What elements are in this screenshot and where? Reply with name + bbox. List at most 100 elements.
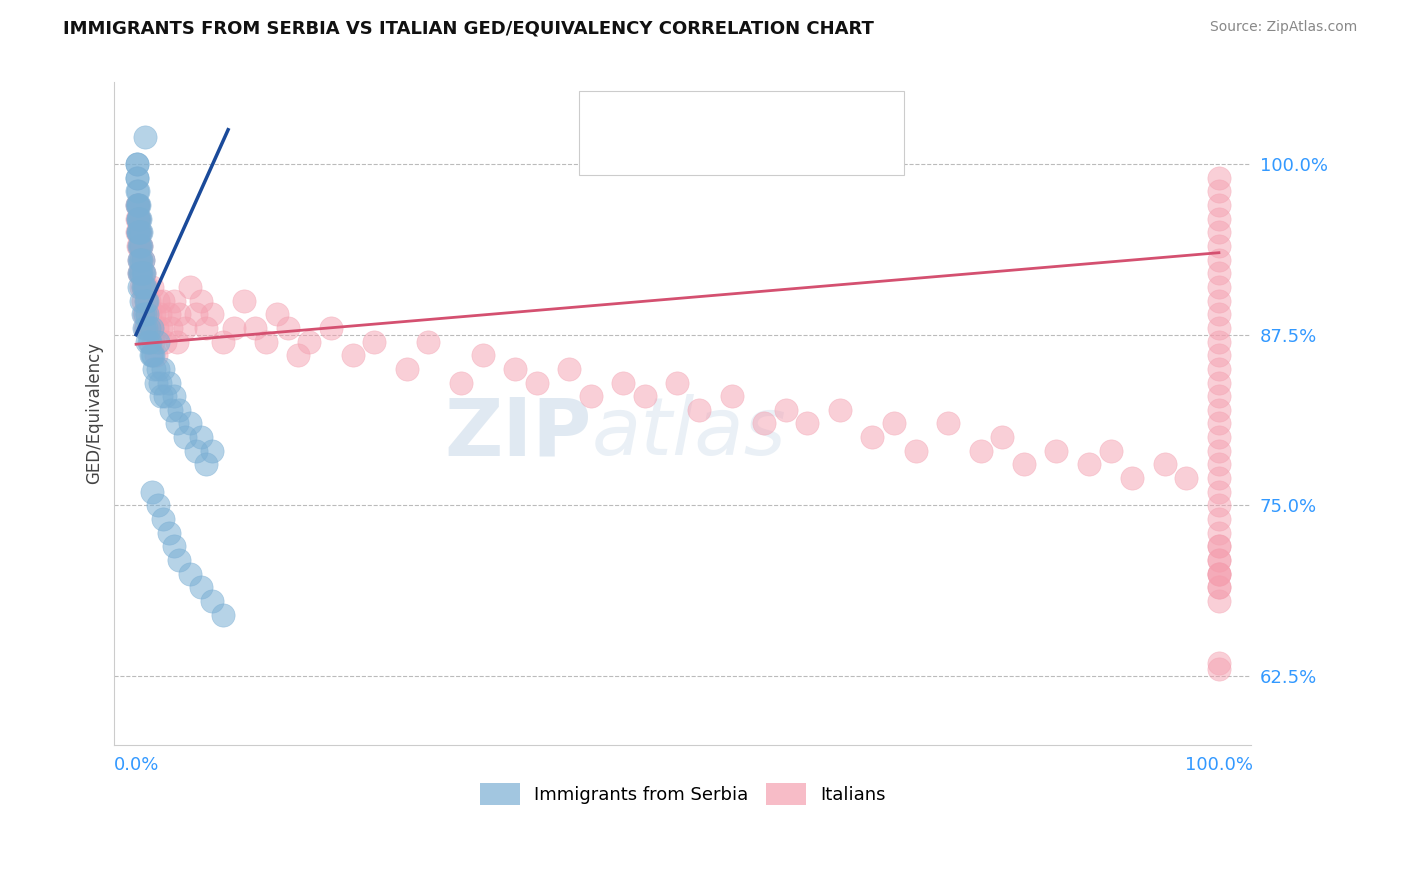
Point xyxy=(128,266,150,280)
Point xyxy=(135,293,157,308)
Point xyxy=(143,307,166,321)
Point xyxy=(127,198,149,212)
Point xyxy=(128,252,150,267)
Point xyxy=(298,334,321,349)
Point xyxy=(1208,566,1230,581)
Point xyxy=(169,402,191,417)
Point xyxy=(128,239,150,253)
Point xyxy=(558,362,581,376)
Point xyxy=(1208,402,1230,417)
Point xyxy=(149,389,172,403)
Point xyxy=(1208,581,1230,595)
Point xyxy=(1208,581,1230,595)
Text: atlas: atlas xyxy=(592,394,787,472)
Point xyxy=(201,307,224,321)
Point xyxy=(163,389,186,403)
Text: Source: ZipAtlas.com: Source: ZipAtlas.com xyxy=(1209,20,1357,34)
Point xyxy=(1208,225,1230,239)
Point xyxy=(243,321,266,335)
Point xyxy=(883,417,905,431)
Point xyxy=(152,362,174,376)
Point xyxy=(138,334,160,349)
Point xyxy=(135,293,157,308)
Point xyxy=(1208,376,1230,390)
Point xyxy=(277,321,299,335)
Point xyxy=(131,293,153,308)
Text: ZIP: ZIP xyxy=(444,394,592,472)
Point xyxy=(129,239,152,253)
Point xyxy=(179,417,201,431)
Point xyxy=(179,280,201,294)
Point xyxy=(135,307,157,321)
Point xyxy=(184,307,207,321)
Point xyxy=(127,211,149,226)
Point xyxy=(127,157,149,171)
Point xyxy=(612,376,634,390)
Point xyxy=(159,402,181,417)
Point xyxy=(254,334,277,349)
Point xyxy=(860,430,883,444)
Point xyxy=(129,266,152,280)
Point xyxy=(131,252,153,267)
Point xyxy=(163,540,186,554)
Y-axis label: GED/Equivalency: GED/Equivalency xyxy=(86,343,103,484)
Point xyxy=(141,321,163,335)
Point xyxy=(129,239,152,253)
Point xyxy=(152,293,174,308)
Point xyxy=(138,321,160,335)
Point xyxy=(287,348,309,362)
Point xyxy=(1175,471,1198,485)
Point xyxy=(319,321,342,335)
Point xyxy=(991,430,1014,444)
Point xyxy=(157,307,180,321)
Point xyxy=(134,307,156,321)
Point xyxy=(634,389,657,403)
Point xyxy=(131,307,153,321)
Point xyxy=(145,376,167,390)
Point xyxy=(1099,443,1122,458)
Point xyxy=(155,334,177,349)
Text: R =: R = xyxy=(630,108,669,126)
Point xyxy=(1208,417,1230,431)
Point xyxy=(471,348,494,362)
Point xyxy=(127,198,149,212)
Point xyxy=(141,321,163,335)
Point xyxy=(752,417,775,431)
Point xyxy=(127,211,149,226)
Point xyxy=(1012,458,1035,472)
Point xyxy=(152,512,174,526)
Point xyxy=(134,280,156,294)
Point xyxy=(127,211,149,226)
Point xyxy=(129,225,152,239)
Point xyxy=(131,280,153,294)
Point xyxy=(828,402,851,417)
Point xyxy=(127,198,149,212)
Point xyxy=(128,225,150,239)
Point xyxy=(450,376,472,390)
Point xyxy=(138,293,160,308)
Point xyxy=(184,443,207,458)
Point xyxy=(141,484,163,499)
Point xyxy=(131,239,153,253)
Point xyxy=(127,239,149,253)
Point xyxy=(157,376,180,390)
Point xyxy=(145,321,167,335)
Point xyxy=(1208,307,1230,321)
Point xyxy=(1078,458,1101,472)
Point xyxy=(1208,280,1230,294)
Point xyxy=(149,307,172,321)
Point xyxy=(503,362,526,376)
Point xyxy=(195,458,218,472)
Point xyxy=(1208,211,1230,226)
Point xyxy=(136,321,159,335)
Point xyxy=(145,348,167,362)
Point xyxy=(166,334,188,349)
Point xyxy=(1208,458,1230,472)
Point xyxy=(127,225,149,239)
Point xyxy=(179,566,201,581)
Point xyxy=(127,198,149,212)
Text: 81: 81 xyxy=(792,108,814,126)
Point xyxy=(128,266,150,280)
Point xyxy=(143,362,166,376)
Point xyxy=(190,293,212,308)
